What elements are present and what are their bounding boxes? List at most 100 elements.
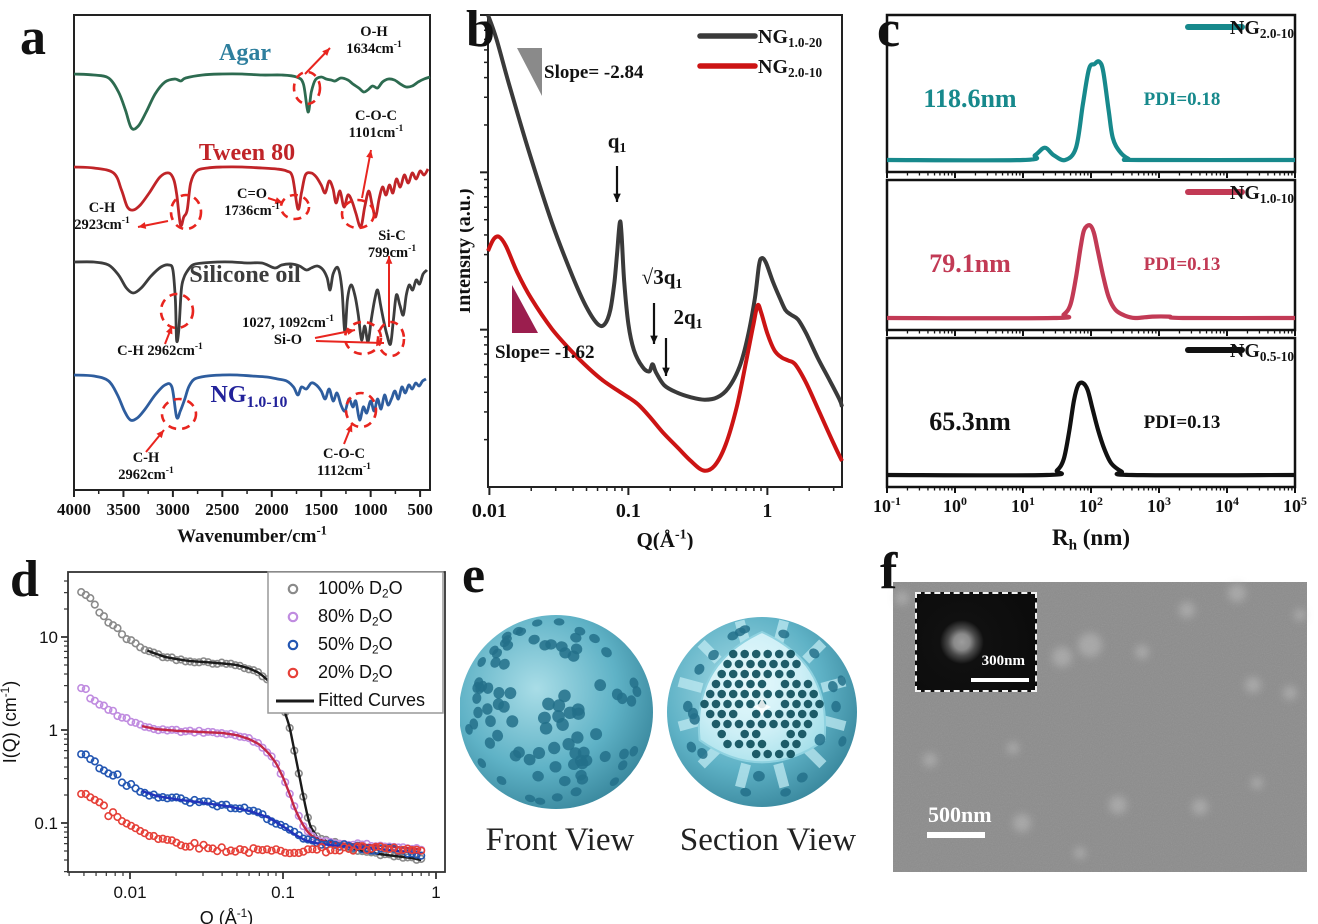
spectrum-1: [73, 165, 430, 229]
slope-label: Slope= -2.84: [544, 62, 644, 83]
size-label: 79.1nm: [929, 249, 1011, 278]
panel-letter-b: b: [466, 1, 495, 58]
x-tick-label: 10-1: [873, 494, 901, 516]
annotation-label: 1736cm-1: [224, 201, 280, 219]
peak-label: q1: [608, 129, 627, 155]
sem-particle: [1007, 742, 1019, 754]
annotation-label: 799cm-1: [368, 243, 416, 261]
annotation-label: 1027, 1092cm-1: [242, 313, 334, 331]
x-axis-label: Rh (nm): [1052, 525, 1130, 550]
highlight-ellipse: [343, 320, 383, 356]
front-view-caption: Front View: [485, 822, 635, 858]
saxs-curve-0: [486, 14, 844, 408]
panel-letter-d: d: [10, 551, 39, 608]
dls-curve-2: [886, 380, 1296, 478]
highlight-ellipse: [340, 198, 376, 230]
legend-label: 20% D2O: [318, 662, 393, 685]
annotation-label: O-H: [360, 24, 388, 40]
annotation-label: C-O-C: [323, 446, 365, 462]
annotation-label: Si-C: [378, 228, 405, 244]
spectrum-label: Silicone oil: [189, 262, 301, 288]
pdi-label: PDI=0.13: [1144, 412, 1221, 433]
x-tick-label: 103: [1147, 494, 1171, 516]
annotation-label: 1634cm-1: [346, 39, 402, 57]
panel-e-sphere-render: [460, 615, 857, 809]
x-tick-label: 3000: [156, 500, 190, 519]
saxs-curve-1: [486, 234, 844, 473]
highlight-ellipse: [292, 70, 322, 106]
panel-letter-f: f: [880, 543, 898, 600]
y-tick-label: 1: [49, 721, 58, 740]
legend-label: 100% D2O: [318, 578, 403, 601]
sem-particle: [923, 753, 937, 767]
annotation-label: 1112cm-1: [317, 461, 371, 479]
inset-scale-bar: [971, 678, 1029, 682]
x-tick-label: 102: [1079, 494, 1103, 516]
x-tick-label: 4000: [57, 500, 91, 519]
annotation-label: Si-O: [274, 332, 302, 348]
x-tick-label: 0.1: [271, 883, 295, 902]
annotation-label: C-H: [89, 200, 116, 216]
x-tick-label: 1: [431, 883, 440, 902]
sem-particle: [1245, 677, 1261, 693]
dls-curve-0: [886, 59, 1296, 163]
x-tick-label: 1500: [304, 500, 338, 519]
x-tick-label: 100: [943, 494, 967, 516]
annotation-label: C-H: [133, 450, 160, 466]
sem-particle: [1013, 814, 1031, 832]
sem-particle: [1109, 796, 1127, 814]
sem-particle: [895, 591, 909, 605]
sem-scale-label: 500nm: [928, 802, 992, 827]
y-tick-label: 0.1: [34, 814, 58, 833]
x-tick-label: 1000: [354, 500, 388, 519]
annotation-label: 1101cm-1: [349, 123, 404, 141]
sem-scale-bar: [927, 832, 985, 838]
x-axis-label: Q(Å-1): [636, 527, 693, 550]
annotation-label: C-H 2962cm-1: [117, 341, 203, 359]
x-tick-label: 2500: [205, 500, 239, 519]
legend-label: Fitted Curves: [318, 690, 425, 710]
spectrum-3: [73, 373, 427, 422]
panel-a-ftir-chart: 4000 3500 3000 2500 2000 1500 1000 500 Wavenumbe…: [57, 14, 433, 547]
highlight-ellipse: [279, 193, 311, 221]
panel-b-saxs-chart: 0.01 0.1 1 Q(Å-1) Intensity (a.u.) NG1.0-20 NG…: [460, 14, 844, 550]
fit-curve-1: [141, 725, 422, 851]
sem-particle: [1135, 645, 1149, 659]
legend-box: 100% D2O 80% D2O 50% D2O 20% D2O Fitted Curv…: [267, 571, 444, 714]
x-tick-label: 1: [762, 500, 772, 522]
slope-triangle: [517, 48, 542, 96]
spectrum-0: [73, 72, 431, 131]
pdi-label: PDI=0.18: [1144, 89, 1221, 110]
pdi-label: PDI=0.13: [1144, 254, 1221, 275]
sem-particle: [1283, 686, 1297, 700]
peak-label: 2q1: [673, 305, 702, 331]
legend-label: 50% D2O: [318, 634, 393, 657]
spectrum-label: Agar: [219, 40, 271, 66]
legend-label: NG2.0-10: [758, 56, 822, 80]
panel-c-dls-chart: NG2.0-10 118.6nm PDI=0.18 NG1.0-10 79.1nm PDI…: [873, 13, 1307, 550]
x-tick-label: 101: [1011, 494, 1035, 516]
sem-particle: [1074, 847, 1086, 859]
scatter-series-3: [77, 789, 426, 858]
sem-particle: [1192, 799, 1208, 815]
highlight-ellipse: [160, 397, 198, 431]
x-tick-label: 104: [1215, 494, 1239, 516]
dls-curve-1: [886, 223, 1296, 321]
legend-label: NG1.0-10: [1230, 182, 1294, 206]
sem-particle: [1179, 602, 1195, 618]
sem-inset-image: 300nm: [915, 592, 1037, 692]
sem-particle: [1251, 777, 1263, 789]
annotation-label: 2923cm-1: [74, 215, 130, 233]
x-tick-label: 0.01: [113, 883, 146, 902]
size-label: 118.6nm: [923, 84, 1017, 113]
inset-scale-label: 300nm: [981, 653, 1025, 669]
x-tick-label: 500: [407, 500, 433, 519]
slope-label: Slope= -1.62: [495, 342, 595, 363]
plot-box: [73, 14, 431, 491]
legend-label: NG1.0-20: [758, 26, 822, 50]
highlight-ellipse: [344, 391, 378, 429]
x-tick-label: 105: [1283, 494, 1307, 516]
legend-label: NG0.5-10: [1230, 340, 1294, 364]
y-axis-label: Intensity (a.u.): [460, 188, 475, 313]
